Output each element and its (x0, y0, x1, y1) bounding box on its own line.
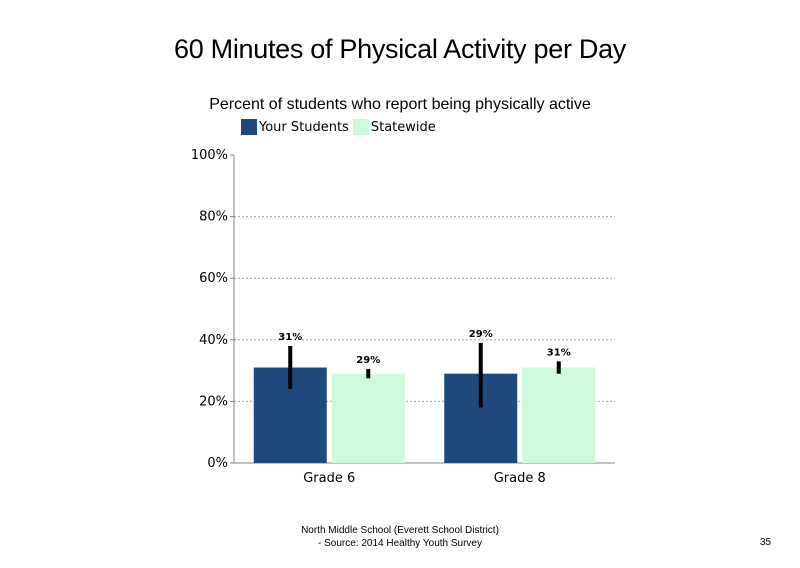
y-tick-label: 40% (199, 333, 228, 348)
x-tick-label: Grade 8 (494, 471, 546, 486)
x-tick-label: Grade 6 (303, 471, 355, 486)
legend-item-statewide: Statewide (352, 119, 436, 135)
chart-title: 60 Minutes of Physical Activity per Day (174, 34, 626, 64)
y-tick-label: 20% (199, 394, 228, 409)
data-label: 29% (469, 329, 493, 340)
bar (522, 367, 596, 463)
chart-subtitle: Percent of students who report being phy… (209, 96, 591, 113)
y-tick-label: 80% (199, 210, 228, 225)
legend-label-your-students: Your Students (259, 119, 349, 135)
data-label: 29% (356, 355, 380, 366)
legend-swatch-statewide (352, 119, 369, 135)
footer-school: North Middle School (Everett School Dist… (301, 525, 499, 536)
bar (331, 373, 405, 463)
y-tick-label: 60% (199, 271, 228, 286)
legend-swatch-your-students (241, 119, 257, 135)
y-tick-label: 0% (207, 456, 228, 471)
data-label: 31% (278, 332, 302, 343)
page-number: 35 (760, 537, 772, 548)
legend-item-your-students: Your Students (241, 119, 349, 135)
y-tick-label: 100% (191, 148, 228, 163)
footer-source: - Source: 2014 Healthy Youth Survey (318, 538, 482, 549)
legend: Your Students Statewide (241, 118, 440, 136)
legend-label-statewide: Statewide (370, 119, 436, 135)
footer: North Middle School (Everett School Dist… (250, 524, 550, 550)
data-label: 31% (547, 347, 571, 358)
